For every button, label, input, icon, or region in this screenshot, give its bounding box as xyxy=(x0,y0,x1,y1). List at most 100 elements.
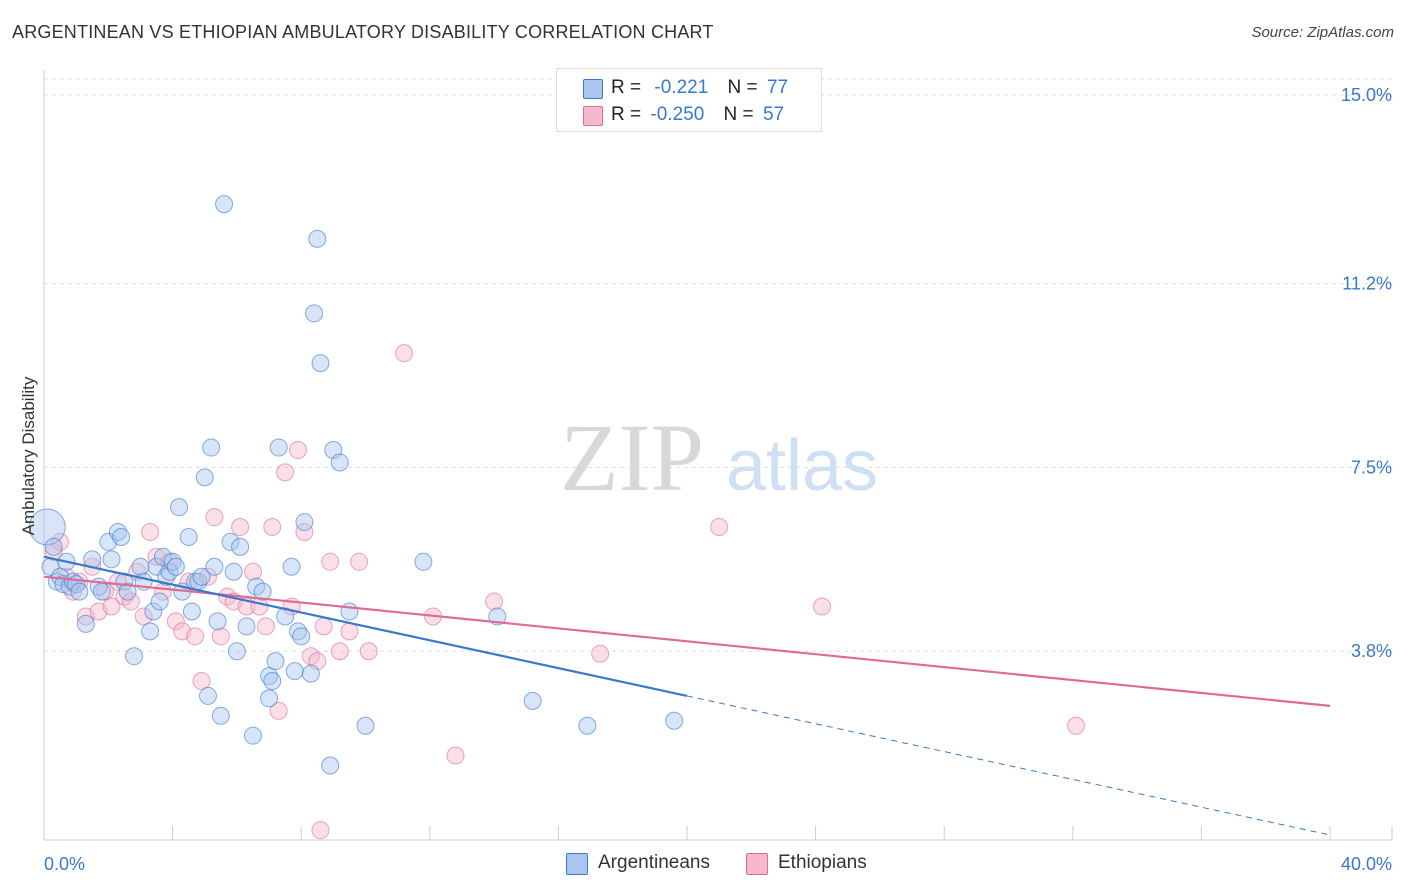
ethiopians-trend-line xyxy=(43,575,1331,707)
bottom-legend-label: Ethiopians xyxy=(778,852,867,873)
ethiopian-point xyxy=(314,617,333,636)
argentinean-point xyxy=(144,602,163,621)
legend-r-label: R = xyxy=(611,104,642,125)
legend-n-label: N = xyxy=(723,104,754,125)
argentinean-point xyxy=(112,527,131,546)
argentinean-point xyxy=(578,716,597,735)
ethiopian-point xyxy=(166,612,185,631)
y-tick-labels: 3.8% 7.5% 11.2% 15.0% xyxy=(1341,85,1392,661)
bottom-legend-swatch-pink xyxy=(746,853,768,875)
ethiopian-point xyxy=(269,701,288,720)
argentinean-point xyxy=(231,537,250,556)
argentinean-point xyxy=(215,195,234,214)
legend-swatch-pink xyxy=(583,106,603,126)
argentineans-trend-line xyxy=(43,555,688,698)
ethiopian-point xyxy=(1067,716,1086,735)
argentinean-point xyxy=(260,689,279,708)
axes xyxy=(43,70,1393,841)
argentinean-point xyxy=(76,614,95,633)
argentinean-point xyxy=(282,557,301,576)
argentinean-point xyxy=(356,716,375,735)
ethiopian-point xyxy=(288,441,307,460)
argentinean-point xyxy=(157,567,176,586)
argentinean-point xyxy=(292,627,311,646)
argentinean-point xyxy=(182,602,201,621)
trend-lines xyxy=(43,555,1331,836)
argentinean-point xyxy=(260,667,279,686)
argentinean-point xyxy=(340,602,359,621)
argentinean-point xyxy=(237,617,256,636)
argentinean-point xyxy=(305,304,324,323)
ethiopian-point xyxy=(311,821,330,840)
x-tick-label-max: 40.0% xyxy=(1341,854,1392,874)
y-tick-label: 15.0% xyxy=(1341,85,1392,105)
argentinean-point xyxy=(263,672,282,691)
argentinean-point xyxy=(70,582,89,601)
ethiopian-point xyxy=(446,746,465,765)
bottom-legend-swatch-blue xyxy=(566,853,588,875)
argentinean-point xyxy=(288,622,307,641)
argentinean-point xyxy=(192,567,211,586)
argentinean-point xyxy=(195,468,214,487)
y-axis-label: Ambulatory Disability xyxy=(19,376,38,535)
argentinean-point xyxy=(221,532,240,551)
argentinean-point xyxy=(170,498,189,517)
ethiopian-point xyxy=(250,597,269,616)
argentinean-point xyxy=(253,582,272,601)
argentinean-point xyxy=(301,664,320,683)
ethiopian-point xyxy=(395,344,414,363)
argentinean-point xyxy=(321,756,340,775)
argentinean-point xyxy=(202,438,221,457)
argentinean-point xyxy=(28,508,66,546)
argentinean-point xyxy=(208,612,227,631)
ethiopian-point xyxy=(102,597,121,616)
ethiopian-point xyxy=(231,518,250,537)
ethiopian-point xyxy=(330,642,349,661)
legend-swatch-blue xyxy=(583,79,603,99)
argentinean-point xyxy=(266,652,285,671)
ethiopian-point xyxy=(276,463,295,482)
watermark-zip: ZIP xyxy=(560,404,704,511)
ethiopian-point xyxy=(295,523,314,541)
source-label: Source: ZipAtlas.com xyxy=(1251,24,1394,41)
argentinean-point xyxy=(211,706,230,725)
ethiopian-point xyxy=(591,644,610,663)
bottom-legend-label: Argentineans xyxy=(598,852,710,873)
ethiopian-point xyxy=(121,592,140,611)
ethiopian-point xyxy=(243,562,262,581)
ethiopian-point xyxy=(813,597,832,616)
argentinean-point xyxy=(44,537,63,556)
argentinean-point xyxy=(108,523,127,541)
argentinean-point xyxy=(125,647,144,666)
argentinean-point xyxy=(269,438,288,457)
legend-r-label: R = xyxy=(611,77,642,98)
grid-lines xyxy=(44,78,1392,652)
argentineans-points xyxy=(28,195,684,775)
y-tick-label: 7.5% xyxy=(1351,457,1392,477)
argentinean-point xyxy=(243,726,262,745)
ethiopian-point xyxy=(256,617,275,636)
ethiopian-point xyxy=(350,552,369,571)
y-tick-label: 11.2% xyxy=(1342,274,1392,294)
argentinean-point xyxy=(285,662,304,681)
watermark-atlas: atlas xyxy=(726,426,878,506)
argentinean-point xyxy=(295,513,314,532)
legend-r-value: -0.250 xyxy=(650,104,705,125)
argentinean-point xyxy=(308,229,327,248)
argentinean-point xyxy=(141,622,160,641)
argentinean-point xyxy=(330,453,349,472)
legend-n-value: 77 xyxy=(766,77,789,98)
ethiopian-point xyxy=(205,508,224,527)
argentinean-point xyxy=(523,691,542,710)
ethiopian-point xyxy=(186,627,205,646)
x-tick-label-min: 0.0% xyxy=(44,854,85,874)
ethiopian-point xyxy=(359,642,378,661)
ethiopian-point xyxy=(263,518,282,537)
ethiopian-point xyxy=(141,523,160,541)
argentinean-point xyxy=(118,582,137,601)
argentinean-point xyxy=(166,557,185,576)
argentinean-point xyxy=(150,592,169,611)
ethiopian-point xyxy=(340,622,359,641)
argentinean-point xyxy=(131,557,150,576)
